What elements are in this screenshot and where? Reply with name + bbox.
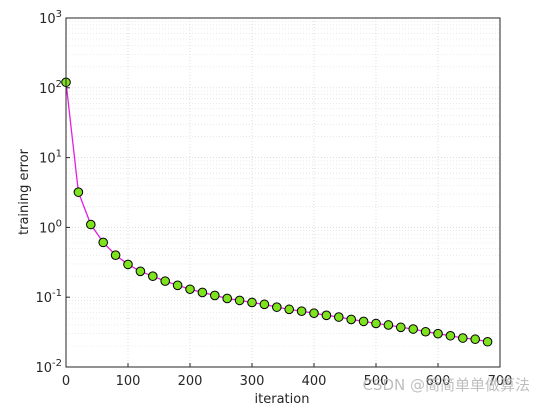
marker (321, 310, 332, 321)
marker (346, 314, 357, 325)
marker (247, 297, 257, 308)
marker (197, 287, 208, 298)
marker (383, 320, 394, 330)
marker (284, 304, 295, 315)
marker (222, 293, 232, 304)
x-tick-label: 500 (364, 374, 389, 389)
x-tick-label: 700 (488, 374, 513, 389)
marker (371, 318, 381, 329)
marker (110, 250, 121, 260)
tick-exponent: 0 (56, 218, 62, 229)
marker (470, 334, 481, 345)
tick-base: 10 (39, 82, 56, 97)
tick-exponent: 3 (56, 9, 62, 20)
marker (123, 259, 133, 270)
marker (86, 219, 96, 230)
tick-exponent: 2 (56, 79, 62, 90)
y-tick-label: 101 (39, 149, 62, 167)
marker (396, 322, 406, 333)
axes-box (65, 17, 501, 368)
marker (433, 328, 443, 339)
y-tick-label: 102 (39, 79, 62, 97)
marks (61, 77, 493, 347)
tick-exponent: -1 (52, 288, 62, 299)
tick-exponent: -2 (52, 358, 62, 369)
marker (458, 333, 468, 343)
y-axis-label: training error (17, 148, 32, 235)
marker (172, 280, 183, 291)
labels: 0 100 200 300 400 500 600 70010-210-11001011021… (35, 9, 512, 389)
tick-base: 10 (39, 152, 56, 167)
marker (420, 326, 431, 337)
marker (98, 237, 108, 248)
x-tick-label: 600 (426, 374, 451, 389)
plot-area (66, 18, 500, 367)
x-tick-label: 400 (302, 374, 327, 389)
marker (482, 336, 493, 347)
tick-base: 10 (35, 291, 52, 306)
watermark: CSDN @简简单单做算法 (362, 376, 530, 394)
grid (65, 17, 501, 368)
marker (135, 266, 146, 277)
marker (408, 324, 419, 334)
x-tick-label: 0 (62, 374, 70, 389)
marker (358, 316, 369, 327)
marker (210, 290, 220, 301)
marker (445, 330, 456, 341)
x-tick-label: 200 (178, 374, 203, 389)
marker (185, 284, 195, 295)
tick-base: 10 (39, 12, 56, 27)
marker (309, 308, 319, 318)
y-tick-label: 100 (39, 218, 62, 236)
marker (272, 302, 282, 312)
y-tick-label: 103 (39, 9, 62, 27)
marker (296, 306, 307, 317)
marker (73, 187, 84, 197)
marker (259, 299, 270, 310)
tick-exponent: 1 (56, 149, 62, 160)
marker (334, 312, 344, 322)
marker (148, 271, 158, 281)
y-tick-label: 10-1 (35, 288, 62, 306)
x-tick-label: 100 (116, 374, 141, 389)
x-tick-label: 300 (240, 374, 265, 389)
tick-base: 10 (35, 361, 52, 376)
marker (160, 276, 170, 286)
x-axis-label: iteration (255, 392, 310, 407)
y-tick-label: 10-2 (35, 358, 62, 376)
tick-base: 10 (39, 221, 56, 236)
marker (234, 295, 245, 306)
